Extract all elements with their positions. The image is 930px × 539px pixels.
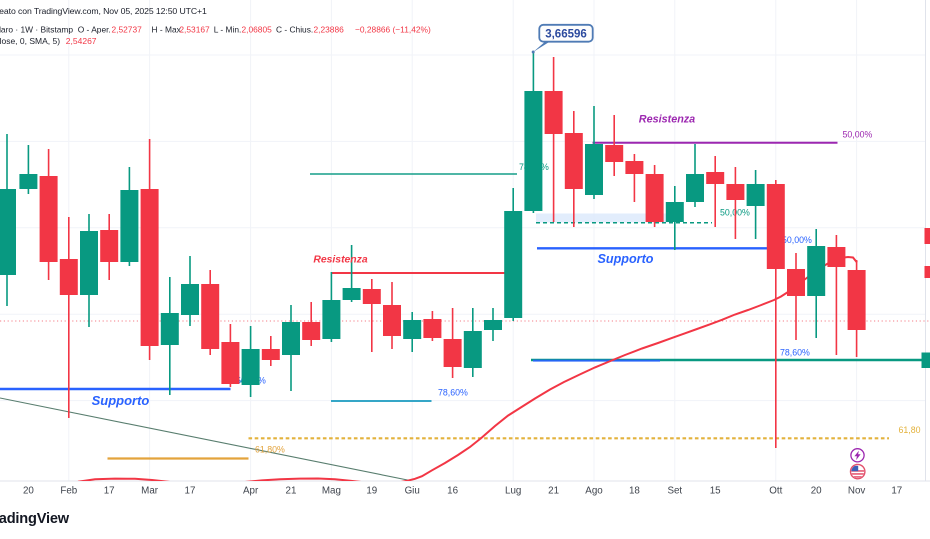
svg-text:Giu: Giu — [405, 486, 420, 497]
svg-text:Apr: Apr — [243, 486, 259, 497]
svg-text:Creato con TradingView.com, No: Creato con TradingView.com, Nov 05, 2025… — [0, 6, 207, 16]
svg-text:78,60%: 78,60% — [438, 388, 468, 398]
svg-text:17: 17 — [104, 486, 115, 497]
svg-text:18: 18 — [629, 486, 640, 497]
svg-text:Ago: Ago — [585, 486, 603, 497]
svg-text:Supporto: Supporto — [598, 252, 654, 266]
svg-text:61,80%: 61,80% — [255, 445, 285, 455]
svg-text:Resistenza: Resistenza — [639, 114, 695, 126]
svg-text:61,80: 61,80 — [899, 425, 921, 435]
svg-text:21: 21 — [548, 486, 559, 497]
svg-text:Feb: Feb — [60, 486, 77, 497]
svg-text:TradingView: TradingView — [0, 511, 70, 527]
svg-text:3,66596: 3,66596 — [545, 29, 587, 41]
svg-text:Supporto: Supporto — [92, 393, 150, 408]
svg-text:Nov: Nov — [848, 486, 866, 497]
svg-text:20: 20 — [23, 486, 34, 497]
svg-text:50,00%: 50,00% — [843, 130, 873, 140]
svg-text:50,00%: 50,00% — [782, 235, 812, 245]
svg-text:78,60%: 78,60% — [780, 348, 810, 358]
svg-text:Mar: Mar — [141, 486, 159, 497]
svg-text:Lug: Lug — [505, 486, 521, 497]
svg-text:Resistenza: Resistenza — [313, 255, 368, 266]
svg-text:16: 16 — [447, 486, 458, 497]
svg-text:20: 20 — [811, 486, 822, 497]
svg-text:(Close, 0, SMA, 5)2,54267: (Close, 0, SMA, 5)2,54267 — [0, 36, 97, 46]
svg-text:Dollaro · 1W · Bitstamp O - A: Dollaro · 1W · Bitstamp O - Aper.2,52737… — [0, 25, 431, 35]
svg-text:21: 21 — [286, 486, 297, 497]
svg-text:19: 19 — [366, 486, 377, 497]
svg-text:Ott: Ott — [769, 486, 782, 497]
svg-text:Set: Set — [667, 486, 682, 497]
svg-text:15: 15 — [710, 486, 721, 497]
svg-text:Mag: Mag — [322, 486, 341, 497]
svg-text:17: 17 — [185, 486, 196, 497]
svg-text:17: 17 — [891, 486, 902, 497]
